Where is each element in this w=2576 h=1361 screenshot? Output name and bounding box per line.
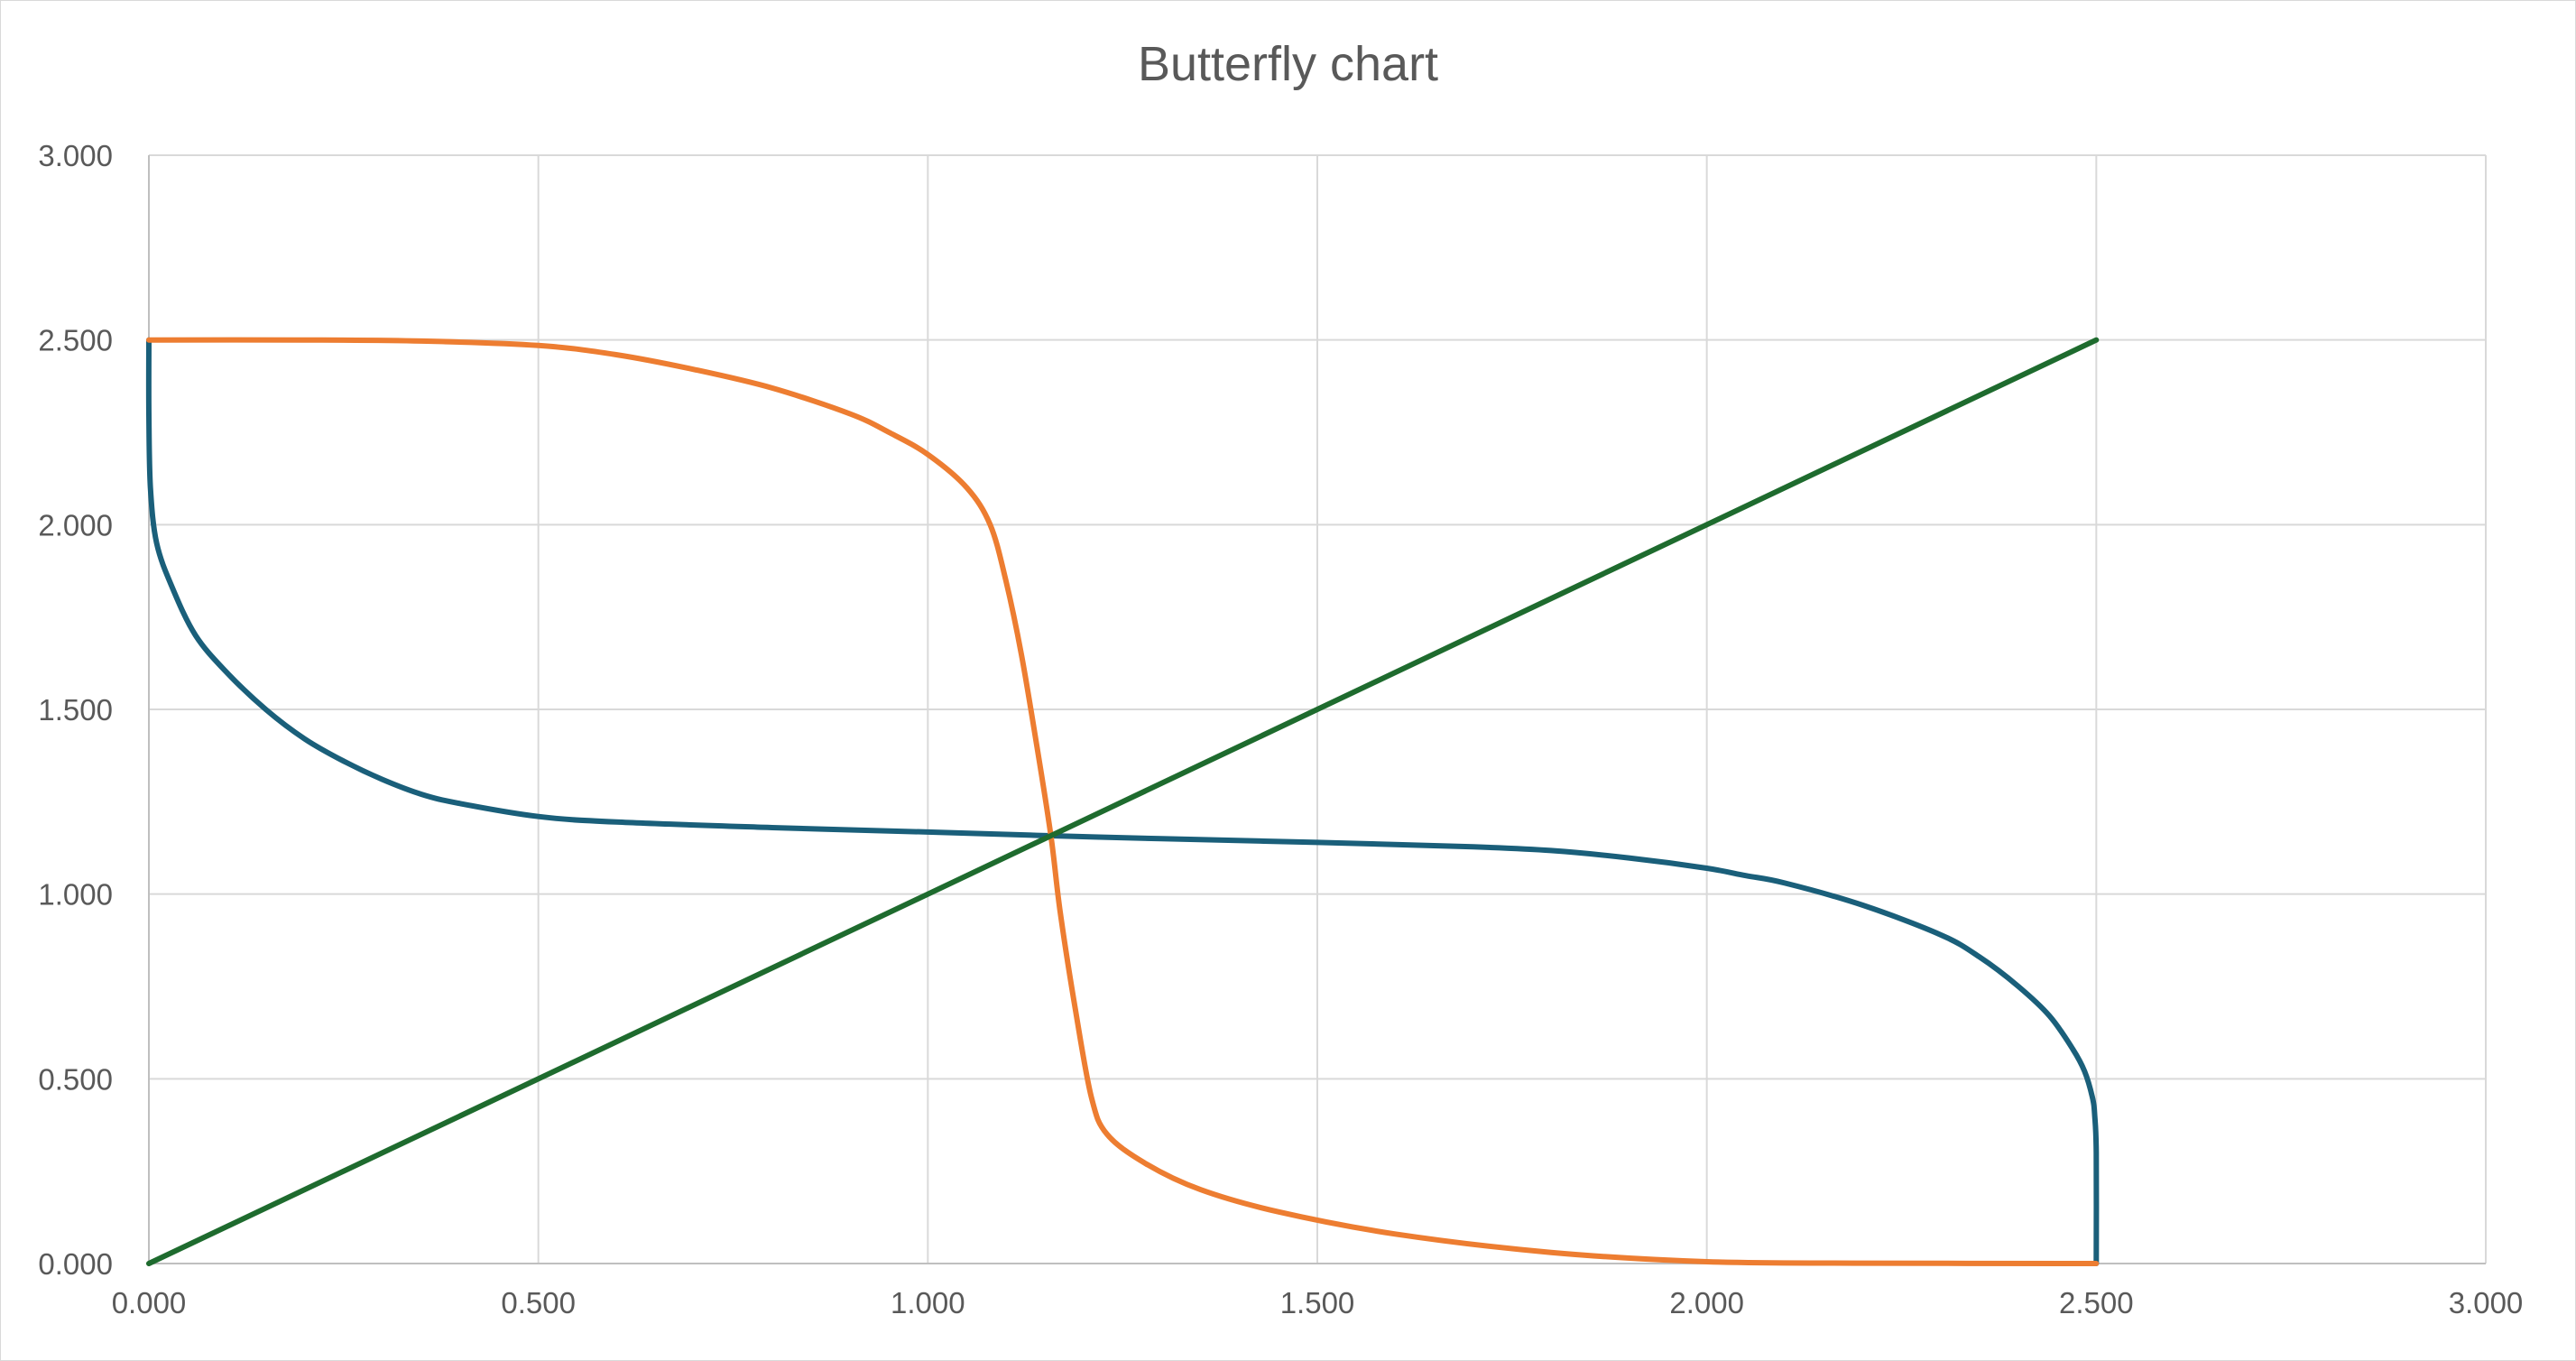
x-tick-label: 1.000 bbox=[891, 1286, 965, 1319]
x-tick-label: 0.000 bbox=[112, 1286, 187, 1319]
y-tick-label: 2.000 bbox=[38, 508, 113, 542]
y-tick-label: 3.000 bbox=[38, 139, 113, 172]
series-line-blue bbox=[145, 337, 2100, 1266]
series-line-orange bbox=[146, 337, 2100, 1266]
x-tick-label: 0.500 bbox=[501, 1286, 576, 1319]
x-tick-labels: 0.000 0.500 1.000 1.500 2.000 2.500 3.000 bbox=[112, 1286, 2524, 1319]
x-tick-label: 2.000 bbox=[1669, 1286, 1744, 1319]
x-tick-label: 1.500 bbox=[1280, 1286, 1355, 1319]
y-tick-label: 1.500 bbox=[38, 693, 113, 727]
y-tick-label: 2.500 bbox=[38, 324, 113, 357]
series-lines bbox=[145, 337, 2100, 1266]
x-tick-label: 2.500 bbox=[2059, 1286, 2134, 1319]
y-tick-label: 1.000 bbox=[38, 878, 113, 912]
y-tick-label: 0.000 bbox=[38, 1247, 113, 1281]
series-line-green bbox=[146, 337, 2100, 1266]
x-tick-label: 3.000 bbox=[2449, 1286, 2524, 1319]
y-tick-label: 0.500 bbox=[38, 1062, 113, 1096]
y-tick-labels: 0.000 0.500 1.000 1.500 2.000 2.500 3.000 bbox=[38, 139, 113, 1281]
chart-title: Butterfly chart bbox=[1137, 37, 1439, 91]
